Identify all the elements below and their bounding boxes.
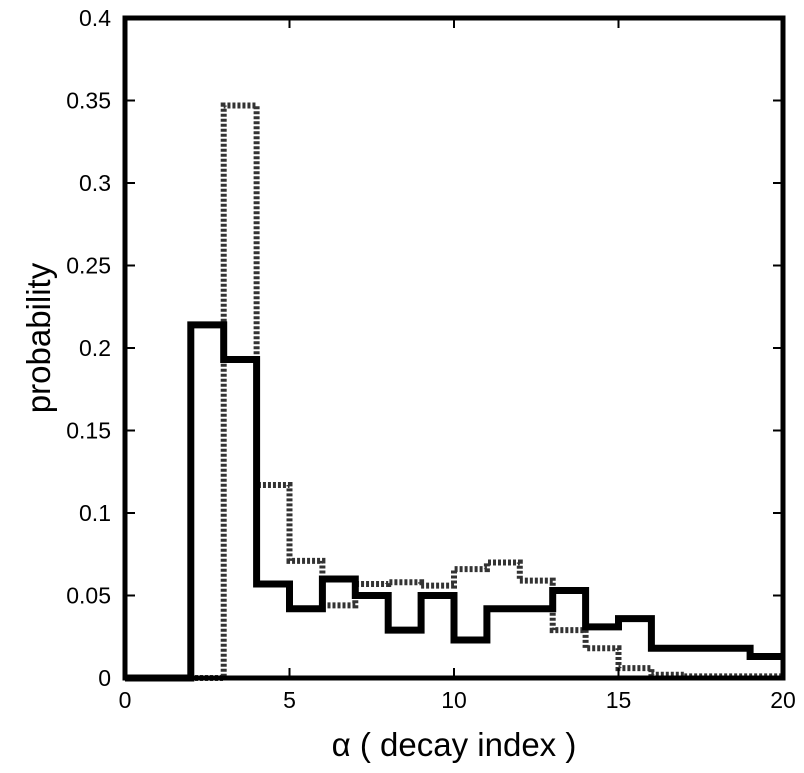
y-axis-label: probability	[20, 262, 57, 413]
x-tick-label: 10	[441, 687, 467, 713]
tick-layer: 0 5 10 15 20 0 0.05 0.1 0.15 0.2 0.25 0.3 0.35 0.4	[66, 5, 796, 713]
y-tick-label: 0.3	[79, 170, 111, 196]
x-tick-label: 5	[283, 687, 296, 713]
series-line-solid	[125, 321, 783, 682]
y-tick-label: 0.15	[66, 418, 111, 444]
y-tick-label: 0.1	[79, 500, 111, 526]
x-tick-label: 15	[606, 687, 632, 713]
x-tick-label: 0	[119, 687, 132, 713]
y-tick-label: 0.05	[66, 583, 111, 609]
y-tick-label: 0.2	[79, 335, 111, 361]
y-tick-label: 0.4	[79, 5, 111, 31]
series-layer	[125, 102, 783, 682]
y-tick-label: 0	[98, 665, 111, 691]
x-tick-label: 20	[770, 687, 796, 713]
y-tick-label: 0.35	[66, 88, 111, 114]
x-axis-label: α ( decay index )	[332, 726, 577, 763]
y-tick-label: 0.25	[66, 253, 111, 279]
